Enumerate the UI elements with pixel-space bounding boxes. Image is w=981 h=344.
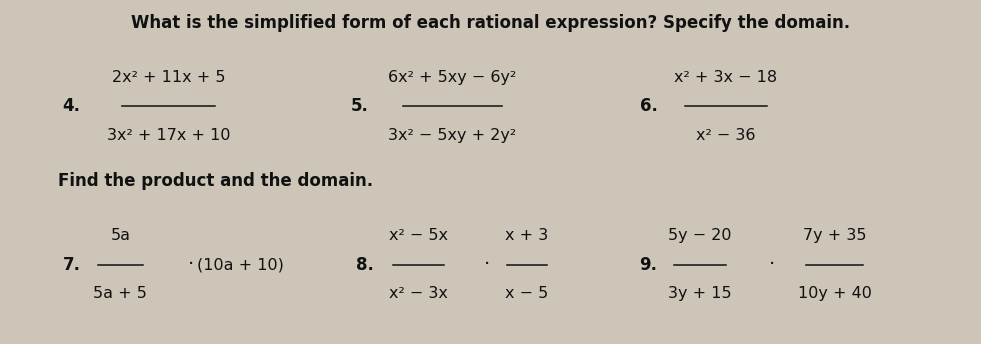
Text: 2x² + 11x + 5: 2x² + 11x + 5 <box>112 70 226 85</box>
Text: ·: · <box>484 255 490 274</box>
Text: 7y + 35: 7y + 35 <box>802 228 866 243</box>
Text: 5.: 5. <box>351 97 369 115</box>
Text: ·: · <box>187 255 194 274</box>
Text: x² − 36: x² − 36 <box>697 128 755 143</box>
Text: 3x² − 5xy + 2y²: 3x² − 5xy + 2y² <box>387 128 516 143</box>
Text: (10a + 10): (10a + 10) <box>197 257 284 272</box>
Text: 3y + 15: 3y + 15 <box>668 286 732 301</box>
Text: 7.: 7. <box>63 256 80 274</box>
Text: x² + 3x − 18: x² + 3x − 18 <box>675 70 778 85</box>
Text: Find the product and the domain.: Find the product and the domain. <box>58 172 373 190</box>
Text: 3x² + 17x + 10: 3x² + 17x + 10 <box>107 128 231 143</box>
Text: 5y − 20: 5y − 20 <box>668 228 732 243</box>
Text: 5a: 5a <box>111 228 130 243</box>
Text: 9.: 9. <box>640 256 657 274</box>
Text: x² − 3x: x² − 3x <box>388 286 448 301</box>
Text: 6x² + 5xy − 6y²: 6x² + 5xy − 6y² <box>387 70 516 85</box>
Text: 10y + 40: 10y + 40 <box>798 286 871 301</box>
Text: x + 3: x + 3 <box>505 228 548 243</box>
Text: 4.: 4. <box>63 97 80 115</box>
Text: 5a + 5: 5a + 5 <box>93 286 147 301</box>
Text: ·: · <box>769 255 776 274</box>
Text: 8.: 8. <box>356 256 374 274</box>
Text: x² − 5x: x² − 5x <box>388 228 448 243</box>
Text: x − 5: x − 5 <box>505 286 548 301</box>
Text: 6.: 6. <box>640 97 657 115</box>
Text: What is the simplified form of each rational expression? Specify the domain.: What is the simplified form of each rati… <box>130 13 851 32</box>
